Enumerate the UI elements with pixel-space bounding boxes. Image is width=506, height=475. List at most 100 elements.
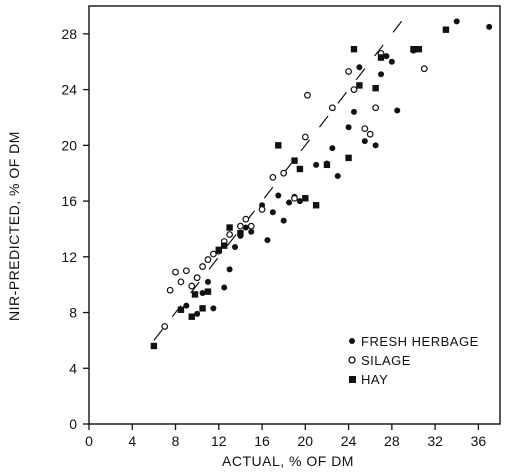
- point-fresh-herbage: [388, 58, 395, 65]
- point-fresh-herbage: [264, 237, 271, 244]
- point-fresh-herbage: [286, 199, 293, 206]
- legend-marker-hay: [349, 376, 356, 383]
- legend-label-fresh-herbage: FRESH HERBAGE: [361, 334, 479, 349]
- point-hay: [377, 54, 385, 61]
- reference-line-group: [153, 19, 404, 341]
- point-fresh-herbage: [350, 108, 357, 115]
- point-fresh-herbage: [334, 172, 341, 179]
- point-silage: [177, 278, 185, 286]
- point-hay: [442, 26, 450, 33]
- point-fresh-herbage: [204, 278, 211, 285]
- data-points: [150, 18, 493, 350]
- legend-label-hay: HAY: [361, 372, 388, 387]
- point-fresh-herbage: [248, 228, 255, 235]
- point-hay: [215, 246, 222, 254]
- legend-label-silage: SILAGE: [361, 353, 411, 368]
- point-silage: [182, 267, 190, 275]
- point-hay: [350, 45, 358, 53]
- point-silage: [193, 274, 201, 282]
- x-axis-title: ACTUAL, % OF DM: [222, 453, 354, 469]
- plot-frame: [88, 5, 501, 425]
- point-silage: [304, 91, 311, 99]
- point-fresh-herbage: [486, 23, 493, 30]
- x-tick-label: 20: [298, 433, 314, 449]
- point-fresh-herbage: [226, 266, 233, 273]
- point-fresh-herbage: [372, 142, 379, 149]
- point-fresh-herbage: [313, 161, 320, 168]
- point-fresh-herbage: [194, 310, 201, 317]
- point-silage: [226, 231, 234, 238]
- point-hay: [302, 195, 309, 202]
- point-silage: [199, 263, 206, 270]
- point-hay: [191, 291, 199, 298]
- point-fresh-herbage: [275, 192, 282, 199]
- point-silage: [258, 206, 266, 213]
- point-hay: [150, 342, 158, 350]
- point-silage: [328, 104, 336, 112]
- point-hay: [177, 306, 185, 313]
- point-silage: [247, 222, 255, 230]
- point-hay: [275, 142, 282, 149]
- y-tick-label: 12: [61, 249, 77, 265]
- x-tick-label: 32: [427, 433, 443, 449]
- point-silage: [237, 222, 244, 230]
- y-axis: 0 4 8 12 16 20 24 28: [61, 26, 89, 432]
- legend-marker-silage: [348, 356, 356, 364]
- point-fresh-herbage: [453, 18, 460, 25]
- point-fresh-herbage: [394, 107, 401, 114]
- point-silage: [161, 323, 169, 330]
- x-tick-label: 12: [211, 433, 227, 449]
- point-hay: [415, 45, 423, 53]
- x-axis: 0 4 8 12 16 20 24 28 32 36: [85, 424, 486, 449]
- point-silage: [209, 250, 217, 258]
- point-fresh-herbage: [329, 145, 336, 152]
- point-fresh-herbage: [296, 198, 303, 205]
- reference-line: [153, 19, 404, 341]
- point-fresh-herbage: [361, 138, 368, 145]
- point-silage: [188, 282, 196, 290]
- y-axis-title: NIR-PREDICTED, % OF DM: [6, 131, 22, 321]
- point-hay: [220, 242, 228, 249]
- point-hay: [188, 313, 195, 320]
- point-hay: [237, 229, 244, 237]
- point-silage: [361, 125, 369, 133]
- point-fresh-herbage: [378, 71, 385, 78]
- point-fresh-herbage: [345, 124, 352, 131]
- point-fresh-herbage: [232, 244, 239, 251]
- y-tick-label: 24: [61, 82, 77, 98]
- point-fresh-herbage: [199, 290, 206, 297]
- point-silage: [345, 68, 352, 75]
- point-fresh-herbage: [242, 224, 249, 231]
- point-hay: [356, 82, 363, 89]
- point-silage: [301, 133, 309, 141]
- point-hay: [410, 45, 417, 53]
- point-hay: [199, 305, 206, 312]
- y-tick-label: 16: [61, 193, 77, 209]
- x-tick-label: 0: [85, 433, 93, 449]
- point-hay: [323, 161, 331, 169]
- point-fresh-herbage: [356, 64, 363, 71]
- x-tick-label: 36: [471, 433, 487, 449]
- point-silage: [172, 268, 179, 276]
- x-tick-label: 4: [128, 433, 136, 449]
- y-tick-label: 20: [61, 137, 77, 153]
- y-tick-label: 0: [69, 416, 77, 432]
- point-hay: [345, 154, 352, 162]
- point-hay: [296, 165, 304, 173]
- x-tick-label: 28: [384, 433, 400, 449]
- y-tick-label: 28: [61, 26, 77, 42]
- point-hay: [226, 224, 233, 231]
- point-fresh-herbage: [280, 217, 287, 224]
- legend: FRESH HERBAGE SILAGE HAY: [348, 334, 479, 387]
- point-hay: [372, 85, 379, 92]
- point-silage: [350, 86, 358, 93]
- x-tick-label: 16: [254, 433, 270, 449]
- point-fresh-herbage: [210, 305, 217, 312]
- point-silage: [269, 173, 277, 181]
- point-silage: [372, 104, 380, 112]
- point-hay: [291, 157, 298, 164]
- point-fresh-herbage: [383, 53, 390, 60]
- legend-marker-fresh-herbage: [349, 338, 355, 344]
- point-silage: [291, 194, 298, 202]
